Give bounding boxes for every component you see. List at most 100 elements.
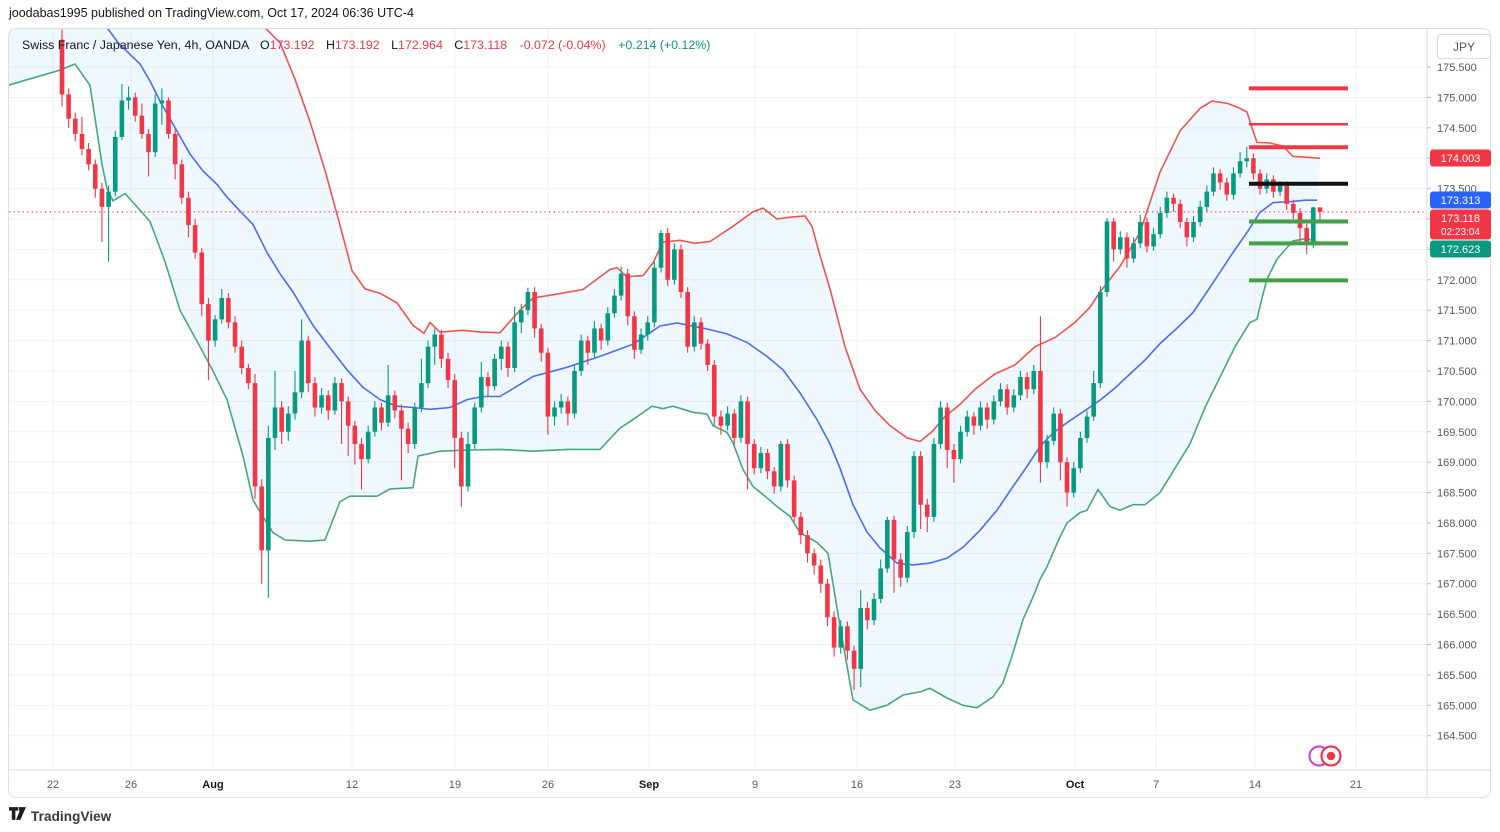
candle-body [552, 407, 557, 417]
candle-body [851, 650, 857, 669]
candle-body [1104, 221, 1110, 292]
candle-body [498, 346, 504, 359]
badge-price-value: 173.118 [1441, 213, 1480, 225]
candle-body [911, 456, 917, 533]
time-tick-label: 21 [1350, 779, 1362, 791]
high-value: 173.192 [334, 38, 380, 52]
candle-body [1171, 197, 1176, 204]
price-tick-label: 167.500 [1437, 548, 1477, 560]
tradingview-footer[interactable]: TradingView [9, 806, 111, 826]
candle-body [738, 401, 744, 438]
candle-body [898, 559, 903, 578]
candle-body [1044, 440, 1050, 463]
candle-body [751, 443, 757, 469]
candle-body [885, 519, 890, 569]
candle-body [1197, 206, 1203, 223]
candle-body [798, 516, 804, 536]
candle-series [59, 29, 1323, 691]
candle-body [219, 298, 225, 320]
price-badges: 174.003 173.313 173.118 02:23:04 172.623 [1430, 149, 1491, 258]
candle-body [199, 252, 205, 305]
candle-body [612, 295, 617, 314]
candle-body [512, 322, 517, 368]
candle-body [452, 380, 458, 438]
price-tick-label: 169.500 [1437, 427, 1477, 439]
price-tick-label: 171.500 [1437, 305, 1477, 317]
candle-body [186, 197, 191, 226]
candle-body [891, 519, 897, 560]
candle-body [492, 358, 497, 387]
candle-body [698, 322, 704, 344]
time-axis[interactable]: 22 26 Aug 12 19 26 Sep 9 16 23 Oct 7 14 21 [47, 779, 1362, 791]
candle-body [1304, 228, 1309, 244]
drawn-levels [1249, 86, 1348, 283]
candle-body [459, 437, 464, 487]
candle-body [865, 608, 870, 621]
badge-price-value: 173.313 [1441, 195, 1481, 207]
close-label: C [454, 38, 464, 52]
candle-body [578, 340, 584, 371]
symbol-title: Swiss Franc / Japanese Yen, 4h, OANDA [22, 38, 249, 52]
candle-body [432, 334, 438, 347]
candle-body [286, 413, 291, 432]
currency-unit-button[interactable]: JPY [1437, 34, 1491, 59]
candle-body [658, 233, 664, 268]
candle-body [92, 164, 98, 189]
price-tick-label: 175.500 [1437, 62, 1477, 74]
candle-body [305, 340, 311, 384]
bollinger-upper-line [264, 29, 1321, 443]
candle-body [385, 395, 391, 423]
candle-body [1064, 462, 1070, 493]
candle-body [1191, 222, 1196, 238]
candle-body [1137, 222, 1143, 244]
candle-body [505, 346, 511, 368]
candle-body [1111, 221, 1116, 250]
candle-body [465, 443, 471, 487]
candle-body [379, 407, 384, 423]
bollinger-middle-line [106, 29, 1317, 566]
candle-body [192, 225, 198, 253]
candle-body [99, 188, 105, 207]
candle-body [325, 395, 331, 411]
candle-body [1284, 185, 1290, 204]
candle-body [399, 410, 404, 429]
candle-body [944, 407, 950, 451]
candle-body [345, 401, 351, 426]
price-tick-label: 168.500 [1437, 488, 1477, 500]
time-tick-label: Oct [1066, 779, 1085, 791]
candle-body [405, 428, 411, 444]
candle-body [112, 136, 118, 192]
high-label: H [325, 38, 335, 52]
candle-body [998, 389, 1003, 402]
bollinger-fill [9, 29, 1320, 711]
candle-body [572, 370, 577, 414]
candle-body [545, 352, 551, 417]
candle-body [831, 617, 837, 648]
candle-body [332, 383, 338, 411]
candle-body [252, 383, 258, 487]
candle-body [259, 486, 264, 551]
candle-body [705, 343, 710, 365]
candle-body [1031, 370, 1037, 390]
idea-marker-icon [1308, 745, 1342, 767]
candle-body [106, 191, 111, 207]
candle-body [266, 437, 271, 551]
candle-body [978, 407, 983, 426]
candle-body [1144, 222, 1150, 247]
candle-body [419, 383, 424, 408]
price-badge: 174.003 [1430, 149, 1491, 167]
candle-body [638, 334, 644, 350]
price-badge: 173.313 [1430, 191, 1491, 209]
price-tick-label: 166.500 [1437, 609, 1477, 621]
session-change: +0.214 (+0.12%) [618, 38, 711, 52]
time-tick-label: 19 [449, 779, 461, 791]
tradingview-brand-text: TradingView [31, 808, 112, 824]
candle-body [212, 319, 218, 341]
candle-body [778, 443, 784, 487]
candle-body [558, 401, 564, 408]
open-value: 173.192 [269, 38, 315, 52]
candle-body [1038, 370, 1043, 463]
price-tick-label: 169.000 [1437, 457, 1477, 469]
candle-body [1078, 437, 1083, 469]
